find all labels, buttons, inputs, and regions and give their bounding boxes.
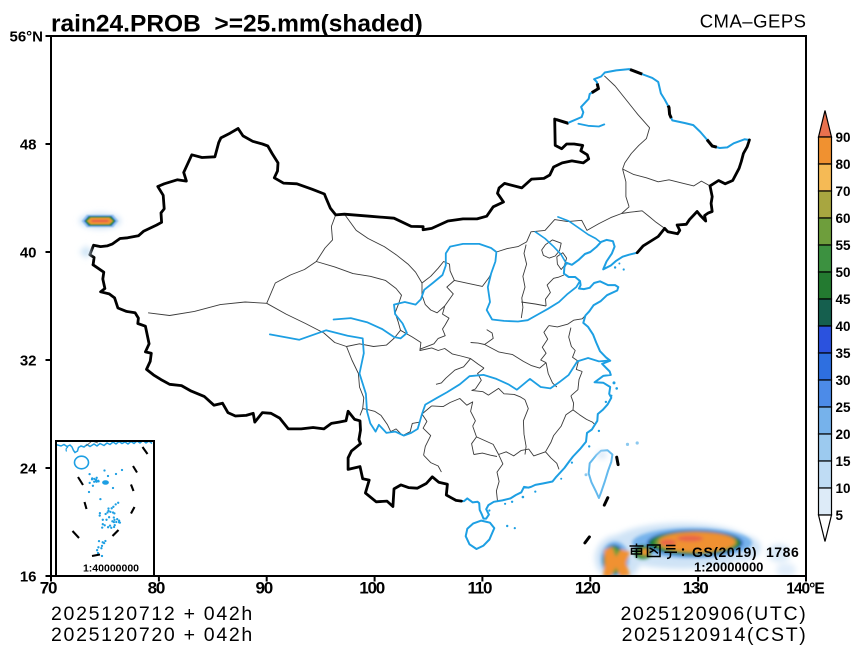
svg-text:32: 32 xyxy=(20,353,37,370)
svg-text:GS(2019) 1786: GS(2019) 1786 xyxy=(692,544,799,560)
svg-text:80: 80 xyxy=(148,579,165,598)
svg-text:1:40000000: 1:40000000 xyxy=(83,563,139,575)
svg-text:10: 10 xyxy=(836,481,851,496)
svg-text:80: 80 xyxy=(836,157,851,172)
svg-text:24: 24 xyxy=(20,461,37,478)
svg-text:15: 15 xyxy=(836,454,852,469)
svg-text:90: 90 xyxy=(255,579,272,598)
svg-text:30: 30 xyxy=(836,373,851,388)
svg-text:55: 55 xyxy=(836,238,852,253)
svg-text:CMA–GEPS: CMA–GEPS xyxy=(700,11,807,32)
svg-text:40: 40 xyxy=(20,245,37,262)
svg-text:50: 50 xyxy=(836,265,851,280)
svg-text:56°N: 56°N xyxy=(9,29,43,46)
svg-text:110: 110 xyxy=(467,579,492,598)
svg-text:2025120720 + 042h: 2025120720 + 042h xyxy=(51,624,254,646)
svg-text:40: 40 xyxy=(836,319,851,334)
svg-text:25: 25 xyxy=(836,400,852,415)
svg-text:1:20000000: 1:20000000 xyxy=(694,560,763,575)
svg-text:35: 35 xyxy=(836,346,852,361)
svg-text:90: 90 xyxy=(836,130,851,145)
svg-text:rain24.PROB >=25.mm(shaded): rain24.PROB >=25.mm(shaded) xyxy=(51,11,423,38)
svg-text:70: 70 xyxy=(836,184,851,199)
svg-text:130: 130 xyxy=(683,579,709,598)
svg-text:48: 48 xyxy=(20,137,37,154)
svg-text:120: 120 xyxy=(575,579,601,598)
svg-text:2025120906(UTC): 2025120906(UTC) xyxy=(620,603,807,625)
svg-text:16: 16 xyxy=(20,569,37,586)
svg-text:70: 70 xyxy=(40,579,57,598)
svg-text:140°E: 140°E xyxy=(786,581,824,598)
svg-text:5: 5 xyxy=(836,508,844,523)
svg-text:45: 45 xyxy=(836,292,852,307)
svg-text:2025120914(CST): 2025120914(CST) xyxy=(622,624,808,646)
svg-text:100: 100 xyxy=(359,579,385,598)
svg-text:20: 20 xyxy=(836,427,851,442)
svg-text:2025120712 + 042h: 2025120712 + 042h xyxy=(51,603,254,625)
svg-text:60: 60 xyxy=(836,211,851,226)
